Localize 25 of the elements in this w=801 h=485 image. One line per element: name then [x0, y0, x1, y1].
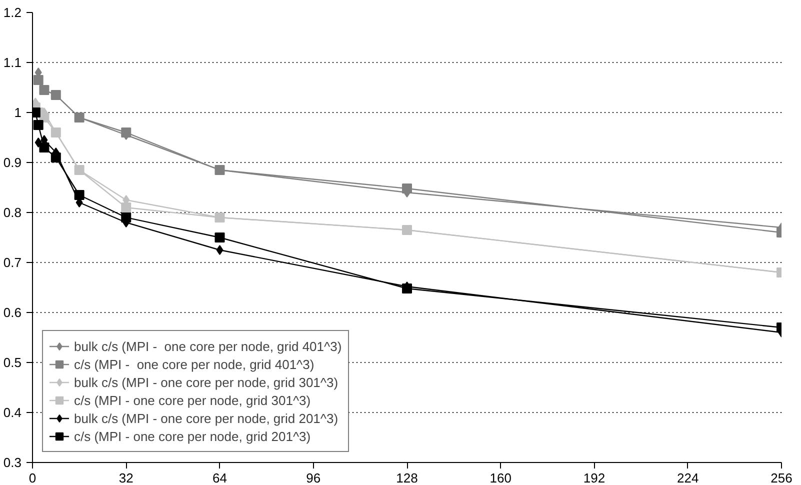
y-tick-label: 1.2 [3, 5, 22, 20]
y-tick-label: 0.5 [3, 355, 22, 370]
x-tick-label: 256 [770, 470, 792, 485]
x-tick-label: 32 [118, 470, 134, 485]
y-tick-label: 0.8 [3, 205, 22, 220]
y-tick-label: 0.4 [3, 405, 22, 420]
legend-label: c/s (MPI - one core per node, grid 301^3) [74, 392, 311, 409]
legend-label: bulk c/s (MPI - one core per node, grid 401^3) [74, 338, 342, 355]
y-tick-label: 0.7 [3, 255, 22, 270]
y-tick-label: 1.1 [3, 55, 22, 70]
y-tick-label: 0.3 [3, 455, 22, 470]
x-tick-label: 192 [583, 470, 606, 485]
x-tick-label: 224 [677, 470, 699, 485]
x-tick-label: 0 [28, 470, 36, 485]
legend-label: bulk c/s (MPI - one core per node, grid 301^3) [74, 374, 338, 391]
y-tick-label: 0.6 [3, 305, 22, 320]
y-tick-label: 0.9 [3, 155, 22, 170]
x-tick-label: 96 [306, 470, 321, 485]
y-tick-label: 1 [14, 105, 22, 120]
x-tick-label: 64 [212, 470, 227, 485]
legend-label: bulk c/s (MPI - one core per node, grid 201^3) [74, 410, 338, 427]
x-tick-label: 128 [396, 470, 418, 485]
x-tick-label: 160 [490, 470, 512, 485]
legend-label: c/s (MPI - one core per node, grid 201^3) [74, 428, 311, 445]
legend-label: c/s (MPI - one core per node, grid 401^3) [74, 356, 314, 373]
